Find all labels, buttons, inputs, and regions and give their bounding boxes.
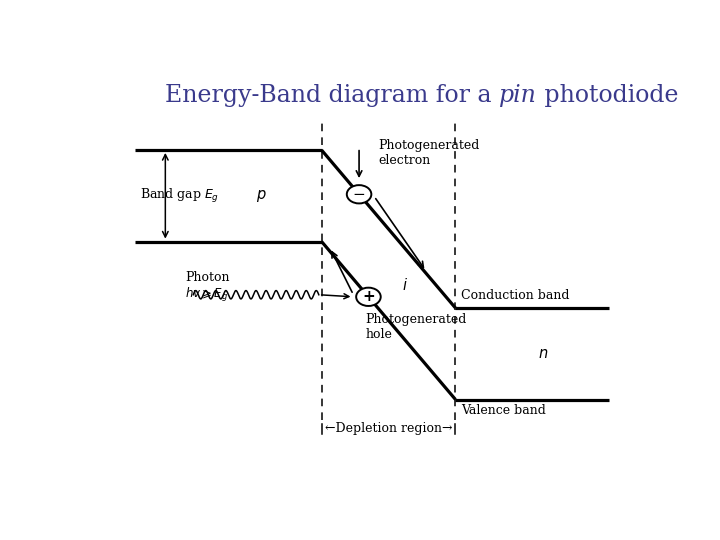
Text: Photogenerated
electron: Photogenerated electron: [379, 139, 480, 167]
Text: Photon: Photon: [185, 271, 230, 285]
Text: $i$: $i$: [402, 278, 408, 293]
Circle shape: [347, 185, 372, 204]
Text: photodiode: photodiode: [537, 84, 679, 106]
Text: +: +: [362, 289, 375, 305]
Text: Photogenerated
hole: Photogenerated hole: [366, 313, 467, 341]
Text: Conduction band: Conduction band: [461, 289, 570, 302]
Text: Band gap $E_g$: Band gap $E_g$: [140, 187, 220, 205]
Text: −: −: [353, 187, 366, 202]
Text: $p$: $p$: [256, 188, 267, 204]
Circle shape: [356, 288, 381, 306]
Text: Valence band: Valence band: [461, 404, 546, 417]
Text: $hv \geqslant E_g$: $hv \geqslant E_g$: [185, 286, 228, 303]
Text: Energy-Band diagram for a: Energy-Band diagram for a: [166, 84, 500, 106]
Text: pin: pin: [500, 84, 537, 106]
Text: ←Depletion region→: ←Depletion region→: [325, 422, 452, 435]
Text: $n$: $n$: [539, 347, 549, 361]
